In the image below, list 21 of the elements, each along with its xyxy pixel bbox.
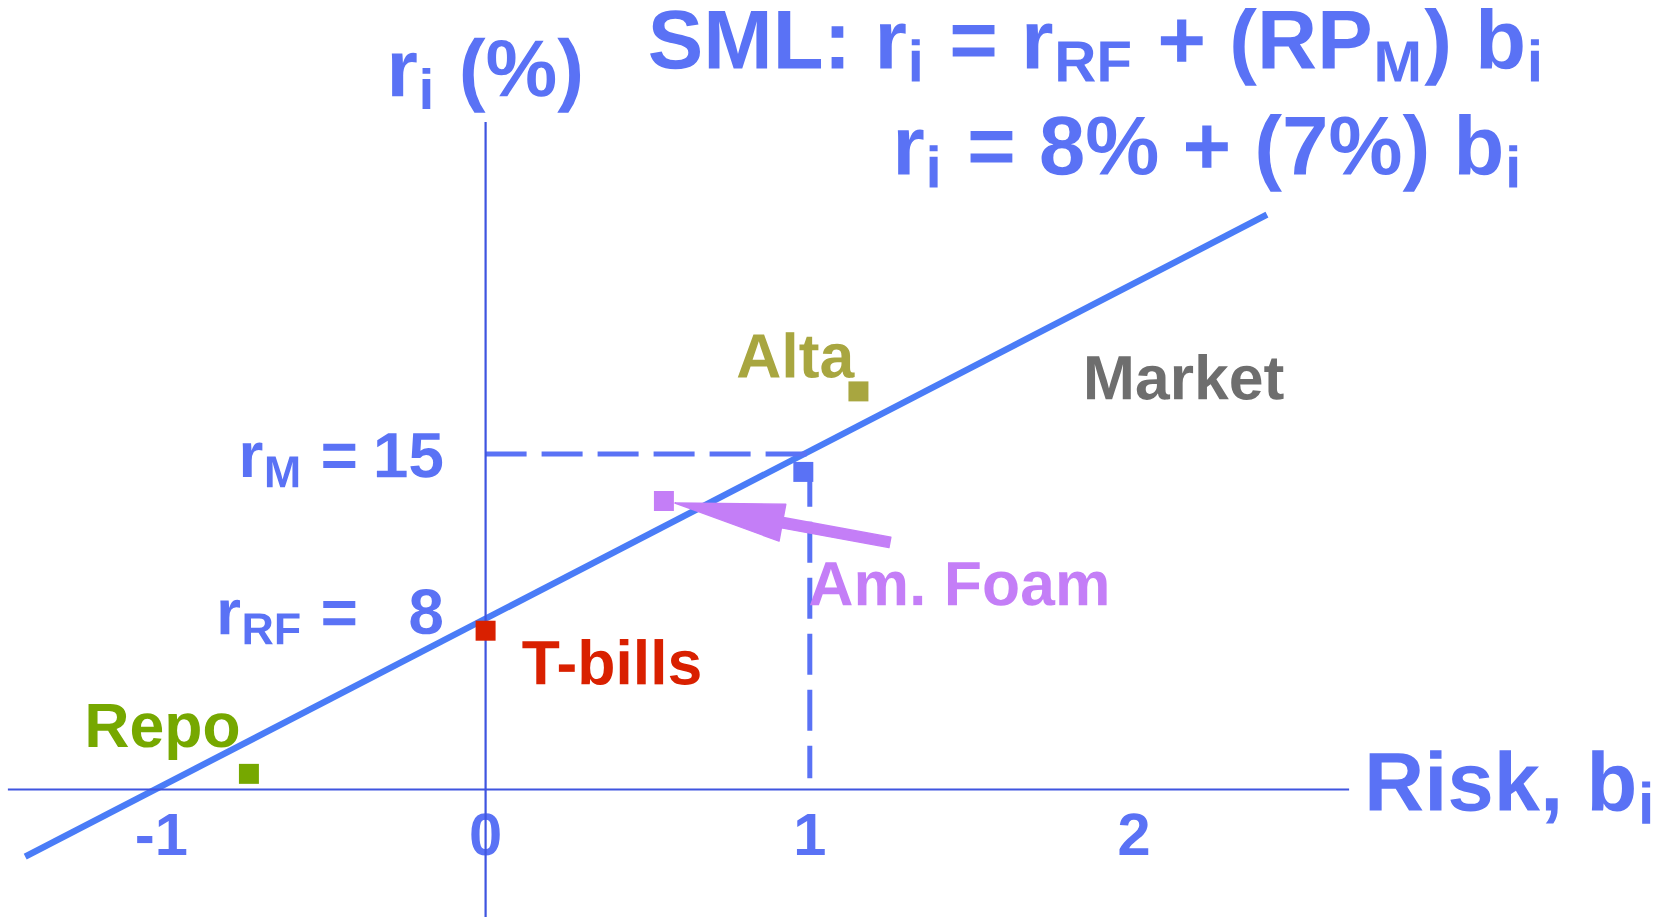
y-tick-label: 15 bbox=[376, 433, 443, 478]
x-axis-title: Risk, b$_{i}$ bbox=[1369, 750, 1651, 824]
point bbox=[848, 381, 869, 402]
annotation: r$_{M}$ = bbox=[242, 442, 356, 488]
point bbox=[238, 763, 259, 784]
annotation: Am. Foam bbox=[809, 562, 1107, 606]
x-tick-label: -1 bbox=[137, 813, 187, 856]
annotation: r$_{RF}$ = bbox=[220, 599, 356, 645]
point bbox=[653, 491, 674, 511]
x-tick-label: 2 bbox=[1119, 813, 1149, 856]
point bbox=[793, 461, 814, 482]
series-label: Alta bbox=[737, 332, 855, 379]
point bbox=[475, 620, 496, 641]
series-label: T-bills bbox=[522, 639, 700, 685]
y-axis-title: r$_{i}$ (%) bbox=[391, 37, 581, 113]
series-label: Repo bbox=[88, 704, 239, 760]
chart-subtitle: r$_{i}$ = 8% + (7%) b$_{i}$ bbox=[897, 114, 1518, 192]
annotation: Market bbox=[1087, 354, 1284, 400]
x-tick-label: 1 bbox=[796, 813, 825, 856]
chart-title: SML: r$_{i}$ = r$_{RF}$ + (RP$_{M}$) b$_{i}$ bbox=[650, 8, 1539, 86]
y-tick-label: 8 bbox=[410, 589, 442, 635]
